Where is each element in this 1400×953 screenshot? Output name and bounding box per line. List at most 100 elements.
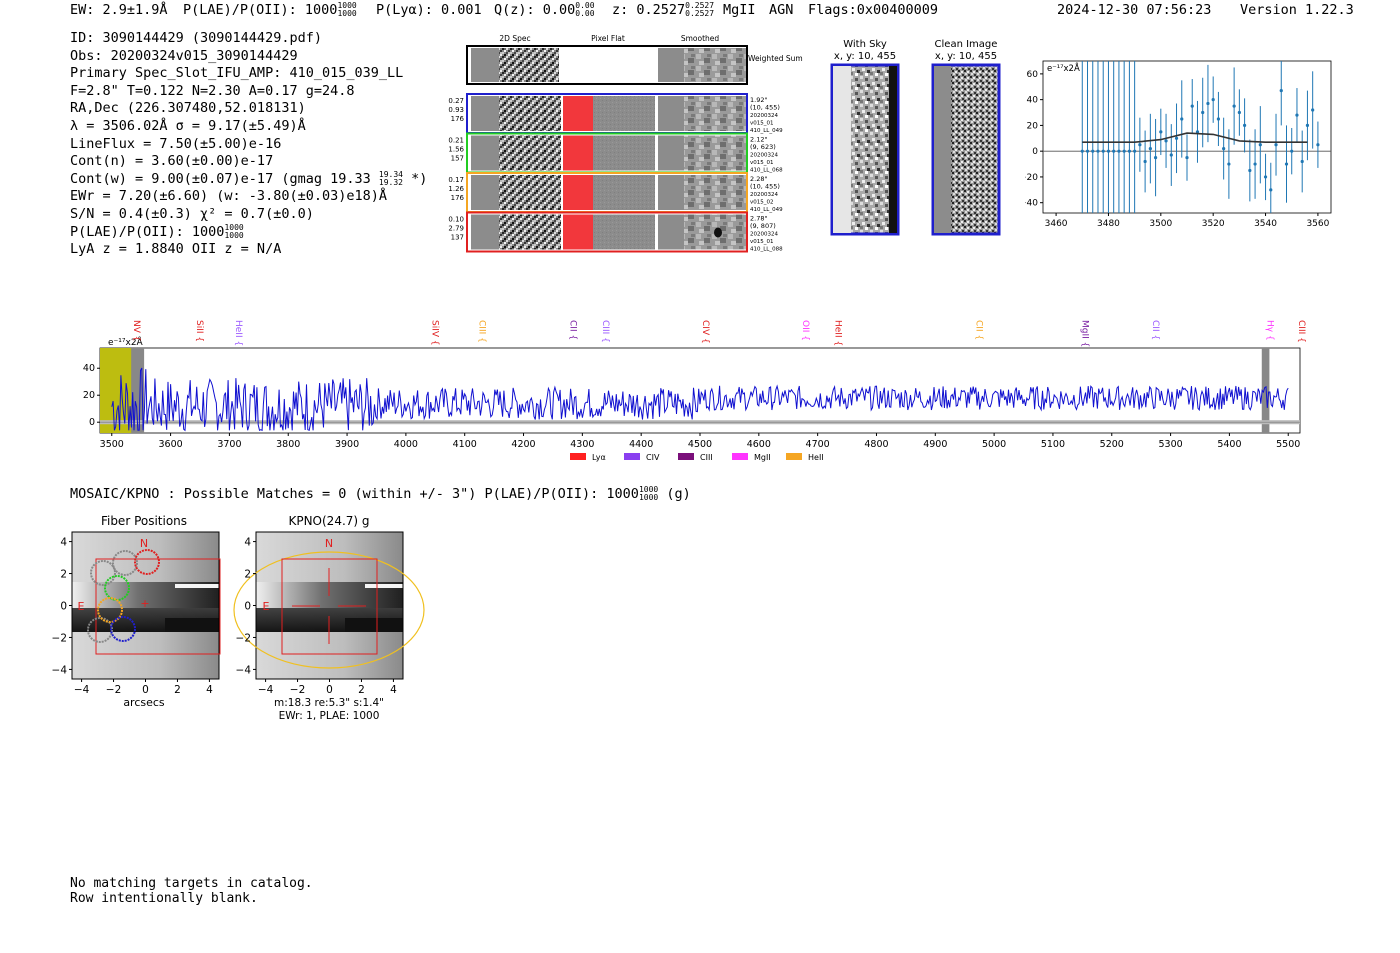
spectrum-unit-label: e⁻¹⁷x2Å: [108, 336, 144, 348]
fiber-axis-ticks: −4 −2 0 2 4 4 2 0 −2 −4: [52, 537, 214, 696]
spectrum-line: [111, 367, 1289, 432]
zoom-data-point: [1227, 162, 1231, 166]
header-timestamp: 2024-12-30 07:56:23: [1057, 2, 1212, 18]
spectrum-x-tick: 3800: [276, 439, 300, 450]
zoom-data-point: [1174, 136, 1179, 140]
info-params: F=2.8" T=0.122 N=2.30 A=0.17 g=24.8: [70, 82, 355, 99]
zoom-data-point: [1316, 143, 1320, 147]
zoom-data-point: [1080, 149, 1084, 153]
catalog-hi: 1000: [638, 485, 659, 494]
zoom-data-point: [1201, 110, 1205, 115]
cutout-mask: [563, 175, 593, 210]
cutout-2dspec: [499, 175, 561, 210]
cutout-smooth-flat: [658, 175, 684, 210]
clean-image-flat-band: [934, 66, 951, 233]
zoom-x-tick: 3460: [1045, 219, 1068, 229]
header-version: Version 1.22.3: [1240, 2, 1354, 18]
cutout-left-stat: 1.56: [448, 146, 464, 154]
catalog-band: (g): [666, 486, 691, 502]
spectrum-legend-label: Lyα: [592, 453, 606, 462]
imaging-panels: Fiber Positions + N E −4 −2 0 2 4 4 2 0 −2 −4 arc…: [52, 514, 425, 722]
cutout-right-stat: 410_LL_049: [750, 207, 783, 213]
cutout-left-stat: 2.79: [448, 225, 464, 233]
header-z-lo: 0.2527: [685, 9, 715, 18]
cutout-column-header: 2D Spec: [499, 34, 530, 43]
panel-y-tick: 4: [60, 537, 67, 549]
zoom-data-point: [1096, 149, 1100, 153]
info-lineflux: LineFlux = 7.50(±5.00)e-16: [70, 135, 282, 152]
footer-notes: No matching targets in catalog. Row inte…: [70, 876, 313, 906]
spectrum-x-tick: 5400: [1217, 439, 1241, 450]
spectrum-legend-swatch: [624, 453, 640, 460]
info-lyaz: LyA z = 1.8840 OII z = N/A: [70, 241, 282, 258]
zoom-data-point: [1248, 168, 1252, 173]
zoom-data-point: [1190, 104, 1194, 108]
panel-x-tick: −2: [106, 684, 121, 696]
fiber-ifu-box: [95, 558, 221, 655]
panel-x-tick: 4: [390, 684, 397, 696]
cutout-smoothed: [684, 96, 747, 131]
fiber-north-label: N: [140, 537, 148, 550]
cutout-flat: [471, 135, 499, 171]
ws-flat: [471, 48, 499, 82]
zoom-data-point: [1284, 162, 1289, 166]
fiber-circle-blue: [110, 616, 136, 642]
cutout-gap: [655, 214, 658, 250]
cutout-right-stat: 410_LL_068: [750, 168, 783, 174]
zoom-data-point: [1195, 130, 1200, 134]
zoom-data-point: [1216, 117, 1221, 121]
spectrum-line-label: CII {: [568, 320, 578, 340]
zoom-data-point: [1269, 188, 1273, 192]
cutout-pixel-flat: [593, 175, 655, 210]
catalog-lo: 1000: [638, 493, 659, 502]
spectrum-x-tick: 5200: [1100, 439, 1124, 450]
spectrum-x-tick: 4300: [570, 439, 594, 450]
cutout-source-blob: [714, 227, 722, 238]
zoom-y-tick: 40: [1027, 96, 1039, 106]
panel-x-tick: 4: [206, 684, 213, 696]
zoom-data-point: [1290, 149, 1294, 153]
zoom-x-tick: 3540: [1254, 219, 1277, 229]
zoom-data-point: [1138, 143, 1142, 147]
zoom-data-point: [1164, 139, 1168, 143]
panel-y-tick: −4: [52, 664, 68, 676]
zoom-data-point: [1091, 149, 1095, 153]
cutout-smooth-flat: [658, 135, 684, 171]
panel-x-tick: 0: [326, 684, 333, 696]
spectrum-y-tick: 40: [83, 363, 95, 374]
cutout-left-stat: 0.17: [448, 176, 464, 184]
spectrum-legend-swatch: [732, 453, 748, 460]
zoom-data-point: [1243, 123, 1247, 128]
cutout-right-stat: 20200324: [750, 153, 778, 159]
cutout-left-stat: 1.26: [448, 185, 464, 193]
cutout-mask: [563, 96, 593, 131]
weighted-sum-label: Weighted Sum: [748, 54, 803, 63]
info-obs: Obs: 20200324v015_3090144429: [70, 47, 298, 64]
header-qz: Q(z): 0.00 0.00 0.00: [494, 2, 595, 19]
cutout-gap: [655, 135, 658, 171]
kpno-panel-image: [255, 531, 404, 680]
header-qz-lo: 0.00: [575, 9, 595, 18]
cutout-left-stat: 176: [451, 115, 465, 123]
zoom-data-point: [1295, 113, 1299, 117]
panel-x-tick: −4: [74, 684, 90, 696]
spectrum-line-label: OII {: [800, 320, 810, 341]
info-contw-end: *): [411, 170, 428, 187]
cutout-smooth-flat: [658, 214, 684, 250]
zoom-model-curve: [1082, 132, 1308, 143]
cutout-right-stat: v015_02: [750, 200, 774, 206]
cutout-2dspec: [499, 214, 561, 250]
spectrum-line-label: CIV {: [700, 320, 710, 344]
zoom-data-point: [1237, 110, 1241, 115]
kpno-stats-line1: m:18.3 re:5.3" s:1.4": [274, 697, 384, 709]
spectrum-line-label: CII {: [974, 320, 984, 340]
spectrum-x-tick: 4100: [453, 439, 477, 450]
spectrum-line-label: CII {: [1150, 320, 1160, 340]
info-contw-label: Cont(w) = 9.00(±0.07)e-17 (gmag 19.33: [70, 170, 371, 187]
with-sky-title: With Sky: [843, 39, 887, 50]
with-sky-left-band: [833, 66, 851, 233]
zoom-data-point: [1300, 159, 1304, 164]
